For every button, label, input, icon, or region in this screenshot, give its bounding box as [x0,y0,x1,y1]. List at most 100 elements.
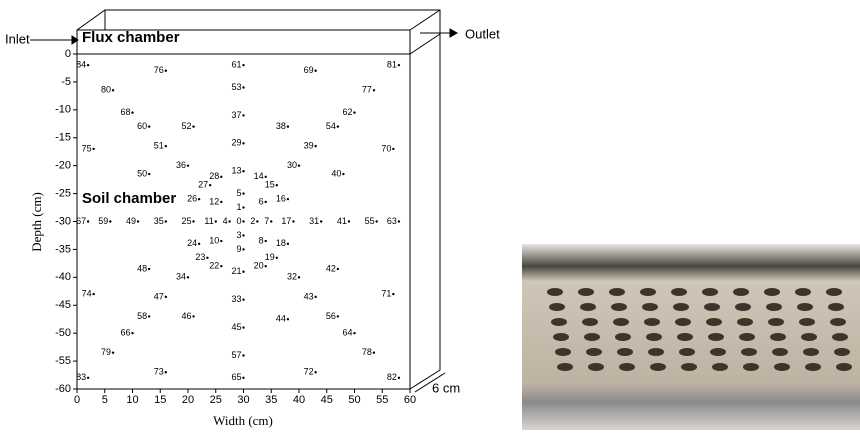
point [242,170,244,172]
point [242,220,244,222]
hole [551,318,567,326]
point-label: 60 [137,121,147,131]
point [265,240,267,242]
point-label: 83 [76,372,86,382]
point [256,220,258,222]
point-label: 38 [276,121,286,131]
x-tick-label: 40 [293,394,305,406]
hole [584,333,600,341]
point [314,70,316,72]
point [287,318,289,320]
point-label: 43 [304,291,314,301]
hole [557,363,573,371]
point-label: 50 [137,168,147,178]
hole [555,348,571,356]
point-label: 53 [231,82,241,92]
point-label: 23 [195,252,205,262]
point [298,164,300,166]
point-label: 41 [337,216,347,226]
hole [640,288,656,296]
y-tick-label: -35 [55,243,71,255]
point [165,371,167,373]
point-label: 15 [265,180,275,190]
point [398,64,400,66]
point-label: 78 [362,347,372,357]
hole [710,348,726,356]
point-label: 54 [326,121,336,131]
point-label: 18 [276,238,286,248]
point [87,377,89,379]
point [198,198,200,200]
x-tick-label: 20 [182,394,194,406]
y-tick-label: -50 [55,327,71,339]
point [87,64,89,66]
hole [768,318,784,326]
point [392,293,394,295]
point-label: 51 [154,141,164,151]
hole [735,303,751,311]
point [314,371,316,373]
point [92,148,94,150]
y-tick-label: -5 [61,76,71,88]
hole [766,303,782,311]
hole [609,288,625,296]
hole [770,333,786,341]
hole [619,363,635,371]
hole [617,348,633,356]
point-label: 35 [154,216,164,226]
y-tick-label: -45 [55,299,71,311]
hole [797,303,813,311]
point-label: 7 [264,216,269,226]
x-tick-label: 10 [126,394,138,406]
hole [553,333,569,341]
y-tick-label: -10 [55,104,71,116]
point-label: 74 [82,288,92,298]
hole [772,348,788,356]
point-label: 42 [326,263,336,273]
point [109,220,111,222]
point-label: 40 [331,168,341,178]
hole [799,318,815,326]
point [242,326,244,328]
y-tick-label: -20 [55,160,71,172]
point [337,315,339,317]
point-label: 44 [276,314,286,324]
hole [836,363,852,371]
point-label: 71 [381,288,391,298]
point [220,240,222,242]
point-label: 72 [304,367,314,377]
point [276,257,278,259]
point-label: 61 [231,60,241,70]
hole [675,318,691,326]
hole [702,288,718,296]
hole [671,288,687,296]
point-label: 6 [259,196,264,206]
y-tick-label: -55 [55,355,71,367]
hole [679,348,695,356]
hole [648,348,664,356]
point-label: 52 [182,121,192,131]
point-label: 36 [176,160,186,170]
point [228,220,230,222]
hole [677,333,693,341]
y-tick-label: -30 [55,215,71,227]
hole [828,303,844,311]
point [348,220,350,222]
point [198,243,200,245]
x-axis-title: Width (cm) [213,413,273,428]
hole [588,363,604,371]
point-label: 66 [120,328,130,338]
hole [580,303,596,311]
point [242,248,244,250]
hole [650,363,666,371]
hole [743,363,759,371]
point-label: 48 [137,263,147,273]
point [112,89,114,91]
point-label: 22 [209,261,219,271]
depth-label: 6 cm [432,380,460,395]
y-tick-label: -40 [55,271,71,283]
point-label: 4 [223,216,228,226]
point-label: 11 [204,216,213,226]
x-tick-label: 60 [404,394,416,406]
hole [712,363,728,371]
